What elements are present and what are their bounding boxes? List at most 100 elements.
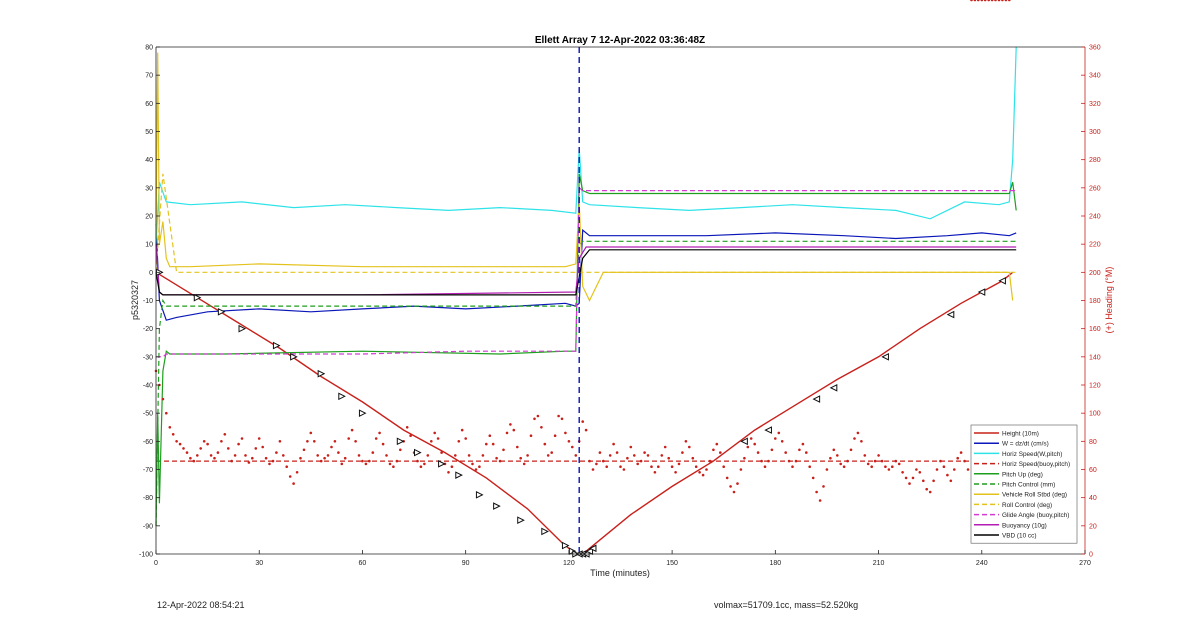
heading-point: [161, 397, 165, 401]
heading-point: [385, 454, 388, 457]
heading-point: [987, 0, 990, 2]
heading-point: [1008, 0, 1011, 2]
heading-point: [780, 440, 784, 443]
y-tick-label-left: -20: [143, 326, 153, 333]
x-tick-label: 240: [976, 560, 988, 567]
y-tick-label-left: -40: [143, 383, 153, 390]
height-marker: [413, 448, 422, 457]
heading-point: [615, 451, 619, 454]
heading-point: [842, 465, 846, 469]
heading-point: [856, 431, 860, 435]
y-tick-label-left: -10: [143, 298, 153, 305]
y-tick-label-left: 50: [145, 129, 153, 136]
heading-point: [171, 433, 175, 436]
heading-point: [956, 456, 959, 460]
heading-point: [677, 462, 681, 466]
heading-point: [564, 431, 567, 435]
height-marker: [764, 426, 772, 434]
heading-point: [608, 454, 612, 457]
heading-point: [244, 454, 247, 457]
plot-area: [156, 47, 1085, 554]
y-tick-label-right: 100: [1089, 411, 1101, 418]
heading-point: [846, 459, 849, 463]
heading-point: [178, 442, 182, 446]
heading-point: [808, 465, 811, 469]
x-tick-label: 0: [154, 560, 158, 567]
heading-point: [185, 451, 189, 454]
height-marker: [946, 310, 955, 319]
heading-point: [292, 482, 295, 485]
x-axis-label: Time (minutes): [590, 568, 650, 578]
heading-point: [743, 456, 746, 460]
heading-point: [760, 459, 763, 463]
heading-point: [1001, 0, 1004, 2]
x-tick-label: 270: [1079, 560, 1091, 567]
heading-point: [275, 451, 278, 454]
y-tick-label-right: 140: [1089, 354, 1101, 361]
heading-point: [753, 442, 756, 446]
height-marker: [561, 541, 570, 550]
heading-point: [622, 468, 626, 471]
heading-point: [350, 428, 354, 432]
y-tick-label-right: 340: [1089, 73, 1101, 80]
heading-point: [464, 437, 468, 440]
heading-point: [805, 451, 808, 454]
heading-point: [340, 462, 344, 466]
heading-point: [423, 462, 426, 466]
heading-point: [990, 0, 994, 2]
heading-point: [980, 0, 984, 2]
heading-point: [822, 485, 825, 488]
y-tick-label-left: -80: [143, 495, 153, 502]
heading-point: [602, 459, 605, 463]
series-line-vbd: [155, 249, 1017, 296]
heading-point: [853, 437, 856, 440]
heading-point: [223, 433, 227, 436]
heading-point: [953, 468, 956, 471]
heading-point: [519, 456, 522, 460]
heading-point: [460, 428, 464, 432]
heading-point: [584, 428, 588, 432]
heading-point: [227, 447, 230, 450]
height-marker: [272, 341, 281, 350]
heading-point: [529, 434, 533, 438]
heading-point: [798, 448, 801, 452]
heading-point: [282, 454, 285, 457]
heading-point: [316, 454, 320, 457]
heading-point: [732, 490, 736, 494]
x-tick-label: 150: [666, 560, 678, 567]
y-axis-label-left: p5320327: [130, 280, 140, 320]
heading-point: [657, 465, 660, 469]
height-marker: [396, 437, 405, 446]
heading-point: [829, 456, 832, 460]
heading-point: [815, 490, 818, 494]
y-tick-label-left: -100: [139, 552, 153, 559]
legend-entry-roll_control: Roll Control (deg): [1002, 502, 1052, 509]
heading-point: [309, 431, 313, 435]
height-marker: [475, 491, 484, 499]
x-tick-label: 180: [769, 560, 781, 567]
heading-point: [591, 468, 595, 471]
heading-point: [712, 448, 715, 452]
heading-point: [763, 465, 767, 469]
heading-point: [756, 451, 760, 454]
chart-title: Ellett Array 7 12-Apr-2022 03:36:48Z: [535, 35, 705, 46]
heading-point: [498, 459, 502, 463]
heading-point: [502, 448, 505, 452]
heading-point: [522, 462, 526, 466]
heading-point: [168, 426, 172, 429]
legend-box: [970, 424, 1078, 544]
heading-point: [471, 462, 474, 466]
y-tick-label-right: 180: [1089, 298, 1101, 305]
series-line-horiz_w: [155, 46, 1017, 245]
heading-point: [598, 451, 602, 454]
height-marker: [238, 324, 247, 333]
heading-point: [701, 473, 705, 477]
heading-point: [612, 442, 615, 446]
heading-point: [540, 426, 543, 429]
heading-point: [196, 454, 199, 457]
heading-point: [495, 456, 498, 460]
y-tick-label-right: 360: [1089, 45, 1101, 52]
heading-point: [230, 459, 233, 463]
heading-point: [295, 471, 299, 474]
heading-point: [209, 454, 213, 457]
